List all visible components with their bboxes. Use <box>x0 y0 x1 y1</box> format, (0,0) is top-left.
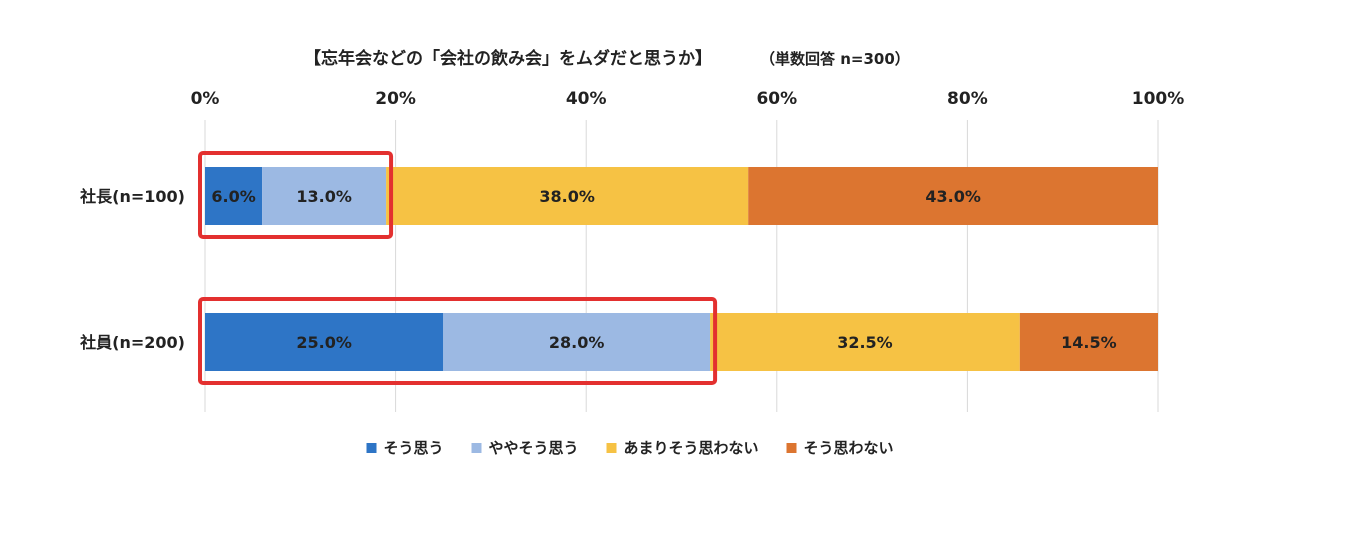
data-label: 32.5% <box>837 333 893 352</box>
legend-swatch <box>786 443 797 453</box>
bar-segment <box>386 167 749 225</box>
chart-subtitle: （単数回答 n=300） <box>760 50 910 68</box>
data-label: 43.0% <box>925 187 981 206</box>
x-tick-label: 0% <box>191 89 220 109</box>
chart-title: 【忘年会などの「会社の飲み会」をムダだと思うか】 <box>304 48 712 69</box>
data-label: 28.0% <box>549 333 605 352</box>
bar-segment <box>205 313 444 371</box>
highlight-boxes <box>198 151 718 385</box>
legend-label: あまりそう思わない <box>623 439 758 457</box>
category-label: 社員(n=200) <box>79 333 185 352</box>
data-label: 13.0% <box>296 187 352 206</box>
legend-label: ややそう思う <box>488 439 578 457</box>
x-tick-label: 80% <box>947 89 988 109</box>
legend-swatch <box>606 443 617 453</box>
legend-label: そう思う <box>383 439 443 457</box>
bar-segment <box>710 313 1020 371</box>
x-tick-label: 100% <box>1132 89 1185 109</box>
legend-swatch <box>366 443 377 453</box>
highlight-box <box>198 297 718 385</box>
bar-segment <box>748 167 1158 225</box>
bar-segment <box>443 313 711 371</box>
x-axis-ticks: 0% 20% 40% 60% 80% 100% <box>191 89 1185 109</box>
category-label: 社長(n=100) <box>79 187 185 206</box>
bar-segment <box>205 167 263 225</box>
x-tick-label: 40% <box>566 89 607 109</box>
x-tick-label: 20% <box>375 89 416 109</box>
bars: 6.0% 13.0% 38.0% 43.0% 25.0% 28.0% 32.5% 14.5% <box>205 167 1158 371</box>
bar-segment <box>262 167 387 225</box>
legend-label: そう思わない <box>804 439 894 457</box>
legend-swatch <box>471 443 482 453</box>
bar-segment <box>1019 313 1158 371</box>
legend: そう思う ややそう思う あまりそう思わない そう思わない <box>366 439 894 457</box>
category-labels: 社長(n=100) 社員(n=200) <box>79 187 185 352</box>
data-label: 14.5% <box>1061 333 1117 352</box>
highlight-box <box>198 151 394 239</box>
data-label: 38.0% <box>539 187 595 206</box>
data-label: 25.0% <box>296 333 352 352</box>
data-label: 6.0% <box>211 187 255 206</box>
x-tick-label: 60% <box>756 89 797 109</box>
